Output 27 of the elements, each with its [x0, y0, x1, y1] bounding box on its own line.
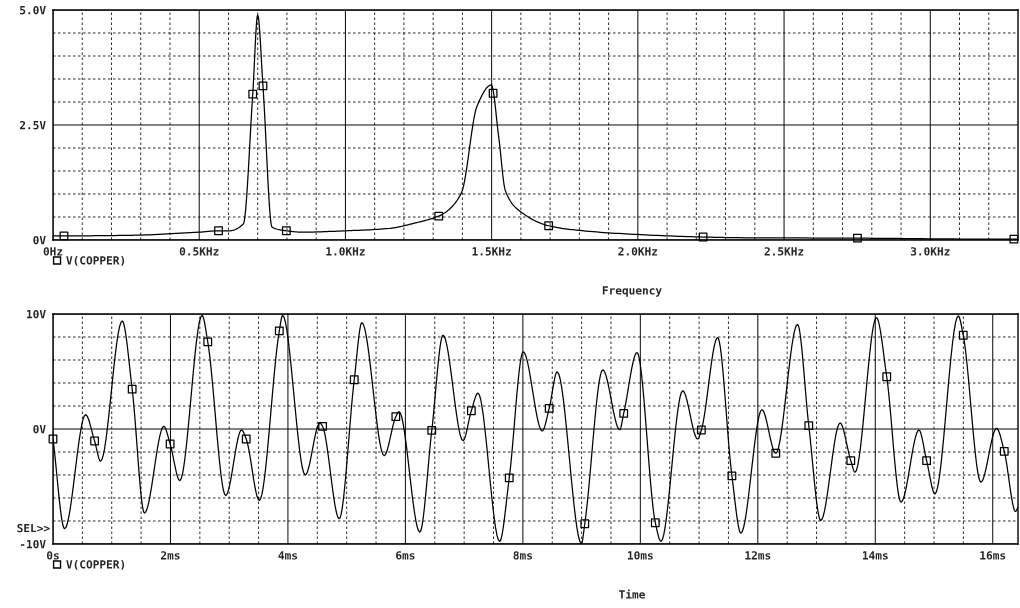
- x-axis-title: Time: [619, 589, 645, 599]
- text: SEL>>: [17, 523, 50, 533]
- y-tick-label: 10V: [27, 309, 46, 319]
- x-tick-label: 2.0KHz: [618, 247, 658, 256]
- x-tick-label: 3.0KHz: [910, 247, 950, 256]
- x-tick-label: 6ms: [396, 551, 415, 560]
- legend-label: V(COPPER): [66, 255, 125, 266]
- x-tick-label: 0Hz: [43, 247, 63, 256]
- x-tick-label: 10ms: [627, 551, 653, 560]
- x-tick-label: 4ms: [278, 551, 298, 560]
- x-tick-label: 0s: [46, 551, 59, 560]
- x-axis-title: Frequency: [602, 286, 662, 297]
- x-tick-label: 16ms: [980, 551, 1006, 560]
- x-tick-label: 0.5KHz: [179, 247, 219, 256]
- x-tick-label: 2.5KHz: [764, 247, 804, 256]
- x-tick-label: 14ms: [862, 551, 888, 560]
- y-tick-label: 0V: [33, 424, 46, 434]
- x-tick-label: 8ms: [513, 551, 533, 560]
- x-tick-label: 2ms: [161, 551, 180, 560]
- y-tick-label: 2.5V: [19, 120, 46, 130]
- x-tick-label: 1.0KHz: [326, 247, 365, 256]
- y-tick-label: -10V: [20, 539, 46, 549]
- y-tick-label: 0V: [33, 235, 46, 245]
- x-tick-label: 1.5KHz: [472, 247, 511, 256]
- x-tick-label: 12ms: [745, 551, 771, 560]
- legend-label: V(COPPER): [66, 559, 125, 570]
- y-tick-label: 5.0V: [20, 5, 46, 15]
